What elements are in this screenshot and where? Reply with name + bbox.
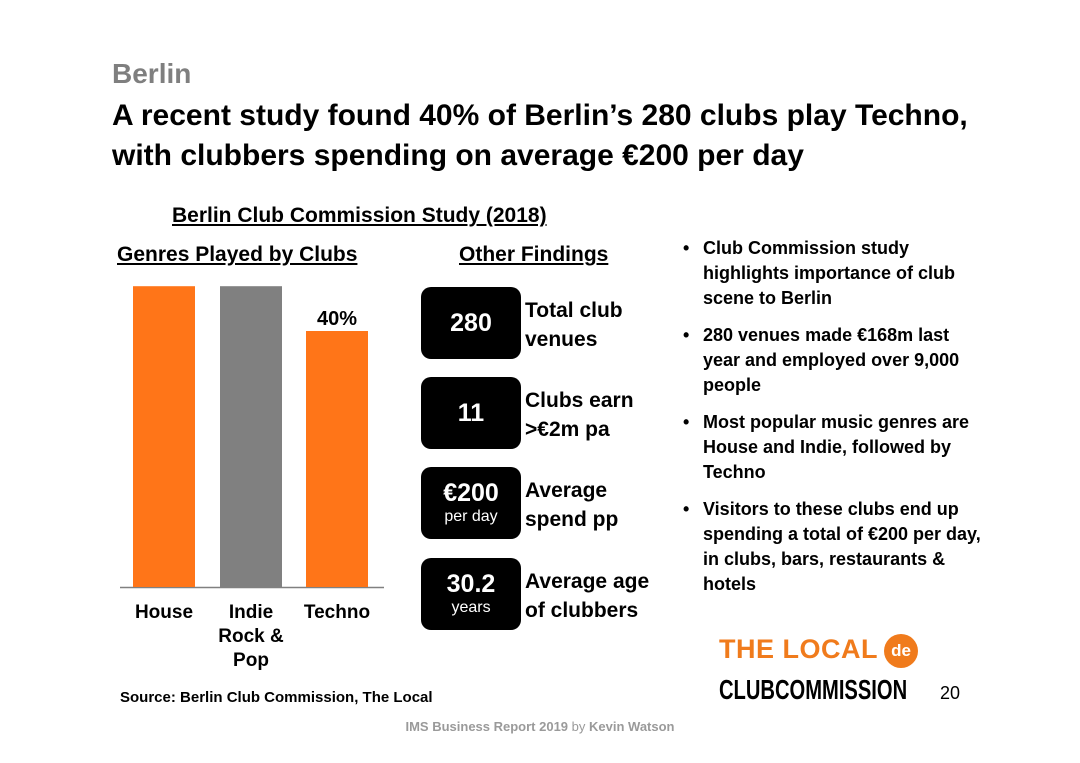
finding-box-venues: 280 bbox=[421, 287, 521, 359]
finding-value: 280 bbox=[450, 309, 492, 337]
finding-value: 30.2 bbox=[446, 570, 496, 598]
section-title: Berlin bbox=[112, 58, 192, 89]
source-note: Source: Berlin Club Commission, The Loca… bbox=[120, 689, 433, 706]
the-local-de-badge: de bbox=[884, 634, 918, 668]
footer-by: by bbox=[571, 719, 586, 734]
footer-author: Kevin Watson bbox=[589, 719, 675, 734]
finding-desc-earnings: Clubs earn >€2m pa bbox=[525, 386, 685, 444]
finding-desc-line: spend pp bbox=[525, 508, 619, 531]
footer-title: IMS Business Report 2019 bbox=[405, 719, 569, 734]
finding-box-earnings: 11 bbox=[421, 377, 521, 449]
finding-value: €200 bbox=[443, 479, 499, 507]
category-label: Pop bbox=[233, 650, 269, 671]
the-local-logo: THE LOCAL bbox=[719, 634, 878, 664]
findings-title: Other Findings bbox=[459, 243, 609, 266]
finding-box-spend: €200 per day bbox=[421, 467, 521, 539]
finding-desc-line: >€2m pa bbox=[525, 418, 610, 441]
study-title: Berlin Club Commission Study (2018) bbox=[172, 204, 547, 227]
category-label: House bbox=[135, 602, 193, 623]
finding-box-age: 30.2 years bbox=[421, 558, 521, 630]
finding-desc-line: venues bbox=[525, 328, 598, 351]
finding-unit: per day bbox=[444, 508, 498, 525]
finding-desc-line: Clubs earn bbox=[525, 389, 634, 412]
chart-title: Genres Played by Clubs bbox=[117, 243, 358, 266]
headline: A recent study found 40% of Berlin’s 280… bbox=[112, 99, 968, 172]
bullet-item: Most popular music genres are House and … bbox=[683, 410, 983, 485]
category-label: Indie bbox=[229, 602, 273, 623]
finding-value: 11 bbox=[457, 399, 485, 427]
key-points-list: Club Commission study highlights importa… bbox=[683, 236, 983, 609]
footer: IMS Business Report 2019 by Kevin Watson bbox=[0, 719, 1080, 734]
finding-desc-line: Average age bbox=[525, 570, 650, 593]
bar-2 bbox=[220, 286, 282, 587]
page-number: 20 bbox=[940, 683, 961, 703]
finding-unit: years bbox=[451, 599, 491, 616]
finding-desc-spend: Average spend pp bbox=[525, 476, 685, 534]
bullet-item: 280 venues made €168m last year and empl… bbox=[683, 323, 983, 398]
bar-value-label: 40% bbox=[317, 308, 357, 330]
finding-desc-line: Total club bbox=[525, 299, 623, 322]
bullet-item: Visitors to these clubs end up spending … bbox=[683, 497, 983, 597]
category-label: Techno bbox=[304, 602, 370, 623]
finding-desc-venues: Total club venues bbox=[525, 296, 685, 354]
finding-desc-line: Average bbox=[525, 479, 608, 502]
bar-1 bbox=[133, 286, 195, 587]
bar-3 bbox=[306, 331, 368, 587]
clubcommission-logo: CLUBCOMMISSION bbox=[719, 674, 908, 705]
bullet-item: Club Commission study highlights importa… bbox=[683, 236, 983, 311]
finding-desc-age: Average age of clubbers bbox=[525, 567, 685, 625]
category-label: Rock & bbox=[218, 626, 284, 647]
finding-desc-line: of clubbers bbox=[525, 599, 639, 622]
